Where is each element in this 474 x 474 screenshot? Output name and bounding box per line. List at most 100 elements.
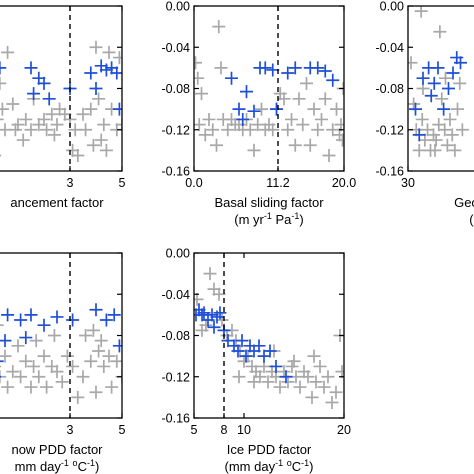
data-point-gray: [6, 97, 20, 111]
plot-area: [0, 40, 122, 163]
x-axis-label: (mW: [469, 212, 474, 227]
data-point-gray: [19, 112, 33, 126]
data-point-gray: [50, 118, 64, 132]
x-axis-label-superscript: -1: [301, 458, 309, 468]
data-point-gray: [317, 380, 331, 394]
x-axis-label-part: C: [292, 459, 301, 474]
data-point-gray: [273, 380, 287, 394]
data-point-gray: [261, 375, 275, 389]
x-axis-label-superscript: -1: [264, 211, 272, 221]
data-point-gray: [445, 128, 459, 142]
data-point-gray: [301, 370, 315, 384]
y-tick-label: -0.16: [376, 165, 405, 179]
data-point-blue: [442, 82, 455, 95]
data-point-gray: [86, 138, 100, 152]
data-point-gray: [84, 354, 98, 368]
plot-area: [408, 6, 469, 157]
data-point-gray: [92, 344, 106, 358]
data-point-blue: [263, 344, 277, 358]
data-point-gray: [47, 128, 61, 142]
data-point-gray: [0, 118, 4, 121]
data-point-gray: [0, 324, 4, 327]
x-tick-label: 30: [401, 176, 415, 190]
data-point-blue: [279, 370, 293, 384]
x-axis-label-part: mm day: [15, 459, 62, 474]
x-tick-label: 0.0: [185, 176, 202, 190]
data-point-blue: [37, 318, 51, 332]
data-point-gray: [11, 339, 25, 353]
x-axis-label: ancement factor: [10, 195, 104, 210]
data-point-gray: [84, 102, 98, 116]
data-point-blue: [0, 334, 12, 348]
data-point-gray: [16, 133, 30, 147]
data-point-blue: [239, 349, 253, 363]
data-point-blue: [235, 334, 249, 348]
data-point-blue: [14, 313, 28, 327]
data-point-blue: [19, 331, 33, 345]
y-tick-label: 0.00: [166, 0, 190, 14]
y-tick-label: -0.04: [162, 41, 191, 55]
data-point-blue: [431, 61, 445, 75]
data-point-gray: [318, 92, 332, 106]
data-point-gray: [24, 123, 38, 137]
data-point-blue: [269, 359, 283, 373]
data-point-gray: [40, 123, 54, 137]
data-point-blue: [247, 104, 261, 118]
plot-area: [194, 267, 344, 410]
data-point-blue: [416, 71, 430, 85]
data-point-gray: [221, 123, 235, 137]
data-point-gray: [307, 349, 321, 363]
data-point-gray: [307, 102, 321, 116]
data-point-gray: [415, 112, 429, 126]
data-point-gray: [203, 267, 217, 281]
x-axis-label-superscript: o: [73, 458, 78, 468]
data-point-blue: [231, 344, 245, 358]
data-point-gray: [277, 92, 291, 106]
x-axis-label-part: now PDD factor: [11, 442, 103, 457]
data-point-gray: [212, 287, 226, 301]
data-point-blue: [27, 87, 41, 101]
x-axis-label: Ice PDD factor: [227, 442, 312, 457]
data-point-gray: [408, 56, 418, 70]
data-point-gray: [321, 370, 335, 384]
x-axis-label: (mm day-1 oC-1): [225, 458, 314, 474]
data-point-blue: [99, 63, 113, 77]
data-point-blue: [454, 56, 467, 70]
x-axis-label: (m yr-1 Pa-1): [234, 211, 304, 227]
data-point-gray: [112, 51, 122, 65]
data-point-blue: [409, 102, 422, 116]
data-point-gray: [0, 349, 12, 363]
ice-pdd-panel: 0.00 -0.04 -0.08 -0.12 -0.165 8 10 20 Ice PDD fa…: [162, 247, 351, 474]
plot-area: [194, 20, 344, 163]
data-point-gray: [86, 323, 100, 337]
x-tick-label: 5: [119, 423, 126, 437]
data-point-gray: [247, 143, 261, 157]
data-point-gray: [433, 25, 447, 39]
data-point-gray: [27, 359, 41, 373]
plot-frame: [193, 252, 345, 419]
data-point-gray: [76, 370, 90, 384]
data-point-gray: [79, 123, 93, 137]
data-point-blue: [99, 313, 113, 327]
y-tick-label: 0.00: [380, 0, 404, 14]
x-axis-label-part: ): [299, 212, 303, 227]
data-point-gray: [206, 123, 220, 137]
data-point-blue: [110, 66, 122, 80]
data-point-gray: [281, 123, 295, 137]
x-tick-label: 5: [119, 176, 126, 190]
data-point-gray: [243, 123, 257, 137]
data-point-gray: [214, 61, 228, 75]
y-tick-label: -0.08: [162, 329, 191, 343]
data-point-blue: [270, 102, 283, 116]
data-point-gray: [439, 71, 452, 85]
data-point-gray: [105, 380, 119, 394]
x-tick-label: 20.0: [332, 176, 356, 190]
x-axis-label-part: (m yr: [234, 212, 264, 227]
data-point-gray: [440, 138, 454, 152]
x-tick-label: 8: [221, 423, 228, 437]
data-point-gray: [1, 45, 15, 59]
data-point-gray: [97, 359, 111, 373]
data-point-blue: [37, 76, 51, 90]
x-axis-label-superscript: -1: [275, 458, 283, 468]
